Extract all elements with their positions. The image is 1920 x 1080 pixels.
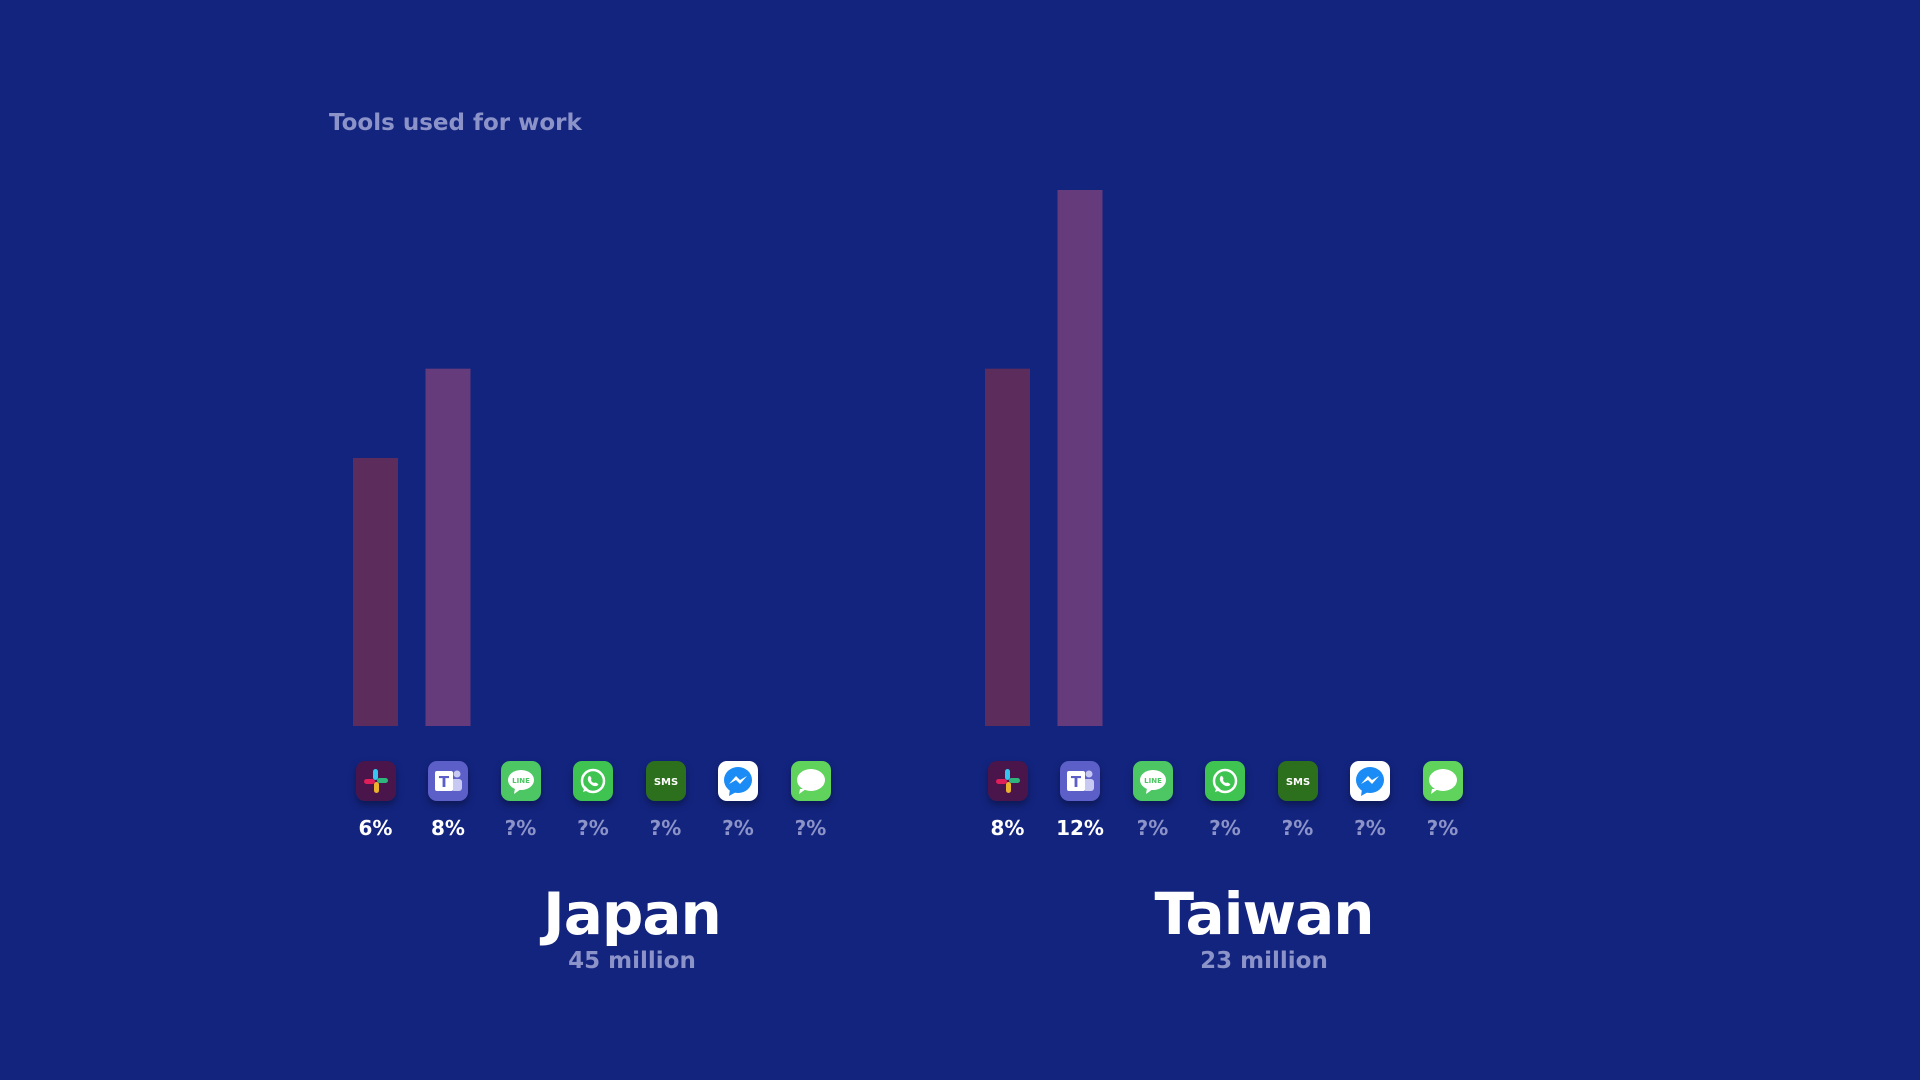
country-name: Japan [543,880,722,948]
japan-chart: T LINE SMS 6% 8%?%?%?%?%?% Japan 45 million [332,0,932,1080]
messenger-percent-label: ?% [1354,816,1386,840]
whatsapp-percent-label: ?% [1209,816,1241,840]
sms-percent-label: ?% [1281,816,1314,840]
sms-icon: SMS [645,761,686,801]
line-percent-label: ?% [504,816,537,840]
svg-text:T: T [1071,773,1082,791]
microsoft-teams-icon: T [1060,761,1100,801]
messenger-percent-label: ?% [722,816,754,840]
sms-icon: SMS [1277,761,1318,801]
taiwan-bars [985,190,1103,726]
svg-text:LINE: LINE [1144,777,1162,785]
line-icon: LINE [1132,761,1173,801]
line-percent-label: ?% [1136,816,1169,840]
slack-percent-label: 6% [358,816,393,840]
svg-text:SMS: SMS [653,777,677,788]
slack-percent-label: 8% [990,816,1025,840]
taiwan-chart: T LINE SMS 8% 12%?%?%?%?%?% Taiwan 23 milli… [964,0,1564,1080]
slack-bar [353,458,398,726]
messenger-icon [1350,761,1390,801]
slack-icon [355,761,396,801]
svg-text:LINE: LINE [512,777,530,785]
slack-bar [985,368,1030,726]
teams-percent-label: 12% [1056,816,1104,840]
teams-bar [425,368,471,726]
whatsapp-icon [1205,761,1245,801]
whatsapp-icon [573,761,613,801]
chart-title: Tools used for work [329,110,582,136]
population-label: 45 million [568,948,696,974]
country-name: Taiwan [1154,880,1374,948]
population-label: 23 million [1200,948,1328,974]
japan-bars [353,368,471,726]
teams-percent-label: 8% [431,816,465,840]
sms-percent-label: ?% [649,816,682,840]
messages-percent-label: ?% [1426,816,1459,840]
svg-text:SMS: SMS [1285,777,1309,788]
slack-icon [987,761,1028,801]
messages-percent-label: ?% [794,816,827,840]
microsoft-teams-icon: T [428,761,468,801]
messages-icon [1422,761,1463,801]
messages-icon [790,761,831,801]
teams-bar [1057,190,1103,726]
whatsapp-percent-label: ?% [577,816,609,840]
svg-text:T: T [439,773,450,791]
messenger-icon [718,761,758,801]
line-icon: LINE [500,761,541,801]
